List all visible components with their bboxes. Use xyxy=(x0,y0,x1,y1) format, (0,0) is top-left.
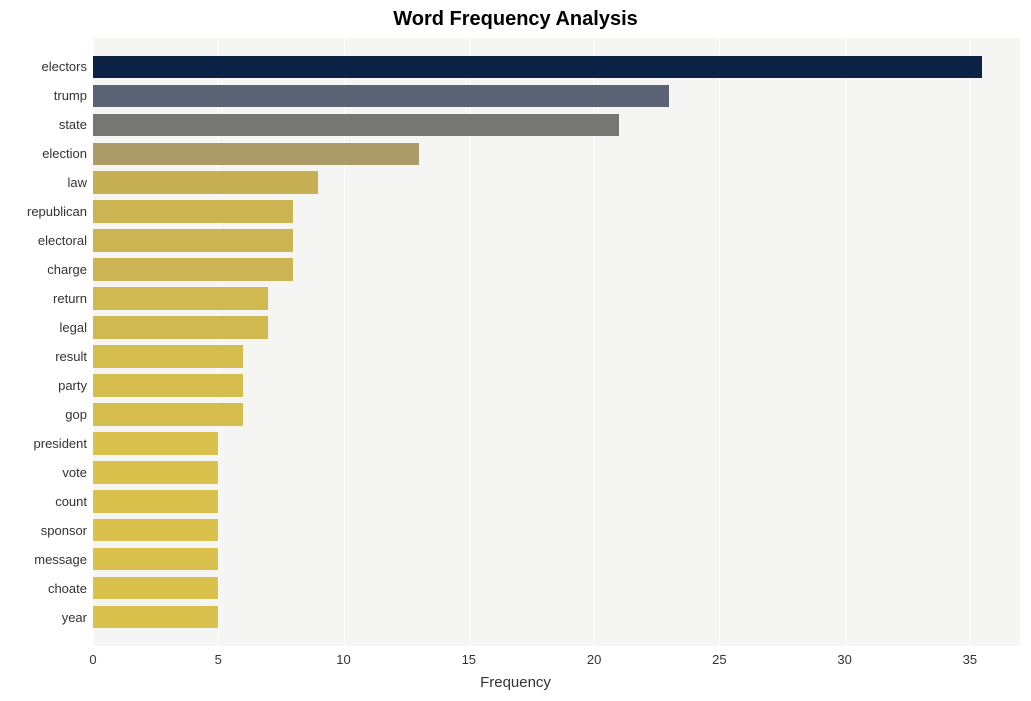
x-tick: 10 xyxy=(336,652,350,667)
x-tick: 5 xyxy=(215,652,222,667)
gridline xyxy=(719,38,720,646)
bar xyxy=(93,403,243,426)
y-label: republican xyxy=(0,204,87,219)
y-label: vote xyxy=(0,465,87,480)
bar xyxy=(93,577,218,600)
y-label: trump xyxy=(0,88,87,103)
bar xyxy=(93,258,293,281)
y-label: message xyxy=(0,552,87,567)
y-label: result xyxy=(0,349,87,364)
y-label: law xyxy=(0,175,87,190)
y-label: election xyxy=(0,146,87,161)
y-label: choate xyxy=(0,581,87,596)
bar xyxy=(93,374,243,397)
y-label: sponsor xyxy=(0,523,87,538)
bar xyxy=(93,490,218,513)
bar xyxy=(93,519,218,542)
chart-title: Word Frequency Analysis xyxy=(0,8,1031,31)
y-label: count xyxy=(0,494,87,509)
gridline xyxy=(970,38,971,646)
y-label: electors xyxy=(0,59,87,74)
y-label: return xyxy=(0,291,87,306)
bar xyxy=(93,316,268,339)
y-label: party xyxy=(0,378,87,393)
y-label: state xyxy=(0,117,87,132)
y-label: electoral xyxy=(0,233,87,248)
x-axis-title: Frequency xyxy=(0,674,1031,691)
bar xyxy=(93,287,268,310)
x-tick: 25 xyxy=(712,652,726,667)
bar xyxy=(93,143,419,166)
word-frequency-chart: Word Frequency Analysis Frequency 0 5 10 15… xyxy=(0,0,1031,701)
bar xyxy=(93,114,619,137)
bar xyxy=(93,200,293,223)
bar xyxy=(93,345,243,368)
y-label: president xyxy=(0,436,87,451)
gridline xyxy=(845,38,846,646)
bar xyxy=(93,56,982,79)
x-tick: 35 xyxy=(963,652,977,667)
x-tick: 0 xyxy=(89,652,96,667)
bar xyxy=(93,606,218,629)
x-tick: 20 xyxy=(587,652,601,667)
y-label: legal xyxy=(0,320,87,335)
y-label: year xyxy=(0,610,87,625)
bar xyxy=(93,461,218,484)
x-tick: 15 xyxy=(462,652,476,667)
bar xyxy=(93,171,318,194)
bar xyxy=(93,432,218,455)
plot-area xyxy=(93,38,1020,646)
x-tick: 30 xyxy=(837,652,851,667)
bar xyxy=(93,548,218,571)
bar xyxy=(93,85,669,108)
bar xyxy=(93,229,293,252)
y-label: charge xyxy=(0,262,87,277)
y-label: gop xyxy=(0,407,87,422)
